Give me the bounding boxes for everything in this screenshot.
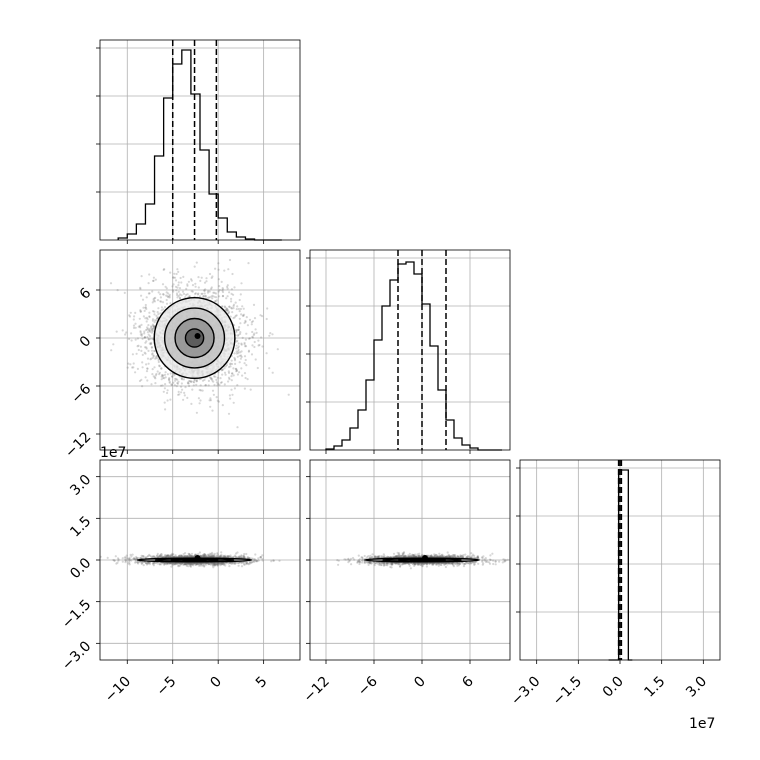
row2-col1-xtick-label: −6 (355, 673, 381, 699)
row1-col0-ytick-label: −12 (62, 429, 94, 461)
row2-col1-points (336, 551, 509, 570)
row2-col1-xtick-label: 0 (411, 674, 429, 692)
row1-col0-density-peak (194, 333, 201, 339)
row2-col1-density-peak (422, 555, 428, 561)
row1-col0-ytick-label: −6 (68, 381, 94, 407)
diag-2-xtick-label: 3.0 (683, 674, 710, 701)
row2-col0-xtick-label: −5 (154, 674, 180, 700)
row2-col0-xtick-label: −10 (102, 674, 134, 706)
diag-1-histogram (325, 261, 502, 451)
row2-col0-ytick-label: −3.0 (59, 638, 94, 673)
row2-col0-frame (99, 459, 301, 661)
row2-col0-xtick-label: 0 (207, 674, 225, 692)
row2-col1-xtick-label: 6 (459, 673, 477, 691)
diag-2-xtick-label: −1.5 (550, 674, 585, 709)
row2-col0-density-peak (194, 555, 201, 561)
row1-col0-contour (184, 328, 205, 348)
row2-y-offset-label: 1e7 (100, 445, 126, 461)
row2-col0-points (100, 551, 281, 569)
row1-col0-ytick-label: 0 (77, 333, 95, 351)
row2-col0-xtick-label: 5 (253, 674, 271, 692)
row1-col0-frame (99, 249, 301, 451)
diag-0-histogram (117, 49, 282, 241)
row2-col0-ytick-label: 0.0 (67, 555, 94, 582)
diag-2-xtick-label: −3.0 (508, 674, 543, 709)
row1-col0-points (109, 258, 290, 429)
diag-0-frame (99, 39, 301, 241)
row2-col1-contour (409, 558, 435, 562)
row2-col1-xtick-label: −12 (301, 674, 333, 706)
row2-col0-contour (182, 558, 207, 562)
diag-2-xtick-label: 0.0 (600, 674, 627, 701)
row2-col0-ytick-label: 3.0 (67, 472, 94, 499)
row1-col0-ytick-label: 6 (77, 285, 95, 303)
row2-col1-frame (309, 459, 511, 661)
diag-2-frame (519, 459, 721, 661)
row2-col0-ytick-label: 1.5 (67, 513, 94, 540)
diag-1-frame (309, 249, 511, 451)
diag-2-xtick-label: 1.5 (641, 674, 668, 701)
row2-col0-ytick-label: −1.5 (59, 597, 94, 632)
diag2-x-offset-label: 1e7 (689, 716, 715, 732)
